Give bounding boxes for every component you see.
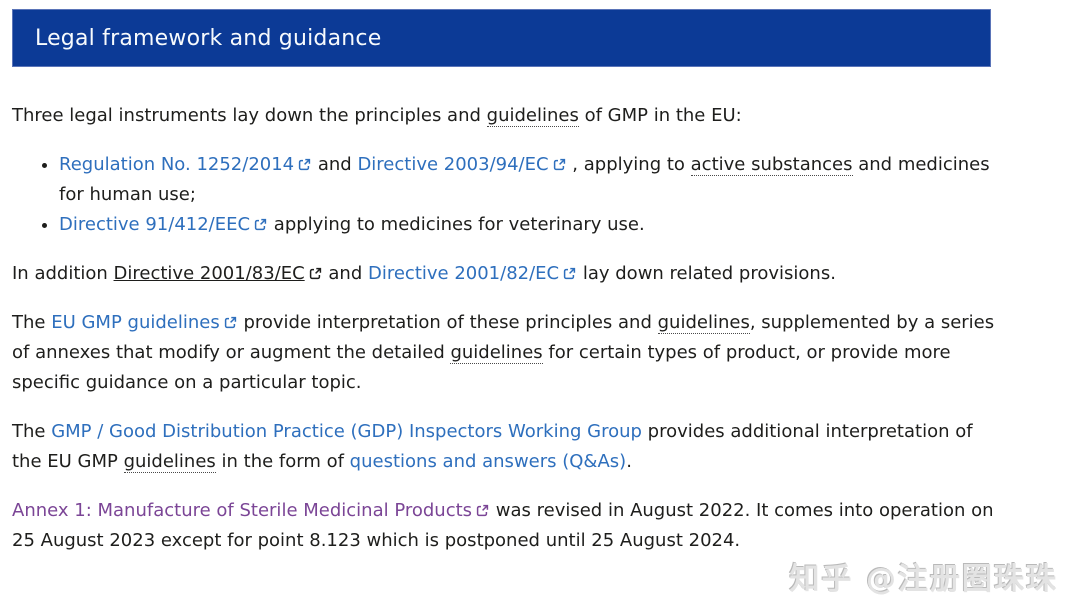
body-text: Three legal instruments lay down the pri… — [12, 105, 487, 126]
body-text: of GMP in the EU: — [578, 105, 742, 126]
link-regulation-no-1252-2014[interactable]: Regulation No. 1252/2014 — [59, 154, 312, 175]
link-directive-2001-82-ec[interactable]: Directive 2001/82/EC — [368, 263, 577, 284]
body-text: In addition — [12, 263, 114, 284]
glossary-term-active-substances: active substances — [690, 154, 853, 176]
body-text: applying to medicines for veterinary use… — [268, 214, 645, 235]
body-text: and — [322, 263, 368, 284]
body-text: , supplemented by a series of annexes th… — [12, 312, 995, 363]
paragraph-gdp-working-group: The GMP / Good Distribution Practice (GD… — [12, 417, 1000, 477]
body-text: in the form of — [215, 451, 350, 472]
link-directive-2003-94-ec[interactable]: Directive 2003/94/EC — [357, 154, 566, 175]
body-text: was revised in August 2022. It comes int… — [12, 500, 994, 551]
body-text: The — [12, 312, 52, 333]
link-directive-91-412-eec[interactable]: Directive 91/412/EEC — [59, 214, 268, 235]
external-link-icon — [563, 267, 576, 280]
paragraph-intro: Three legal instruments lay down the pri… — [12, 101, 1000, 131]
list-item: Regulation No. 1252/2014 and Directive 2… — [59, 150, 1000, 210]
link-questions-and-answers-q-as[interactable]: questions and answers (Q&As) — [349, 451, 627, 472]
body-text: provides additional interpretation of th… — [12, 421, 973, 472]
paragraph-eu-gmp-guidelines: The EU GMP guidelines provide interpreta… — [12, 308, 1000, 398]
body-text: and medicines for human use; — [59, 154, 990, 205]
external-link-icon — [254, 218, 267, 231]
body-text: . — [626, 451, 632, 472]
body-text: lay down related provisions. — [577, 263, 836, 284]
body-text: , applying to — [566, 154, 691, 175]
glossary-term-guidelines: guidelines — [486, 105, 579, 127]
external-link-icon — [553, 158, 566, 171]
body-text: The — [12, 421, 52, 442]
section-header-banner: Legal framework and guidance — [12, 9, 991, 67]
link-directive-2001-83-ec[interactable]: Directive 2001/83/EC — [114, 263, 323, 284]
list-item: Directive 91/412/EEC applying to medicin… — [59, 210, 1000, 240]
external-link-icon — [309, 267, 322, 280]
external-link-icon — [224, 316, 237, 329]
paragraph-in-addition: In addition Directive 2001/83/EC and Dir… — [12, 259, 1000, 289]
link-gmp-good-distribution-practice-gdp-inspe[interactable]: GMP / Good Distribution Practice (GDP) I… — [51, 421, 642, 442]
glossary-term-guidelines: guidelines — [123, 451, 216, 473]
body-text: and — [312, 154, 358, 175]
bullet-list-legal-instruments: Regulation No. 1252/2014 and Directive 2… — [12, 150, 1000, 240]
external-link-icon — [476, 504, 489, 517]
link-annex-1-manufacture-of-sterile-medicinal[interactable]: Annex 1: Manufacture of Sterile Medicina… — [12, 500, 490, 521]
watermark: 知乎 @注册圈珠珠 — [789, 562, 1058, 597]
body-text: provide interpretation of these principl… — [237, 312, 658, 333]
body-text: for certain types of product, or provide… — [12, 342, 951, 393]
glossary-term-guidelines: guidelines — [657, 312, 750, 334]
page-title: Legal framework and guidance — [35, 25, 382, 51]
link-eu-gmp-guidelines[interactable]: EU GMP guidelines — [51, 312, 238, 333]
content: Three legal instruments lay down the pri… — [12, 101, 1000, 575]
glossary-term-guidelines: guidelines — [450, 342, 543, 364]
external-link-icon — [298, 158, 311, 171]
paragraph-annex-1: Annex 1: Manufacture of Sterile Medicina… — [12, 496, 1000, 556]
